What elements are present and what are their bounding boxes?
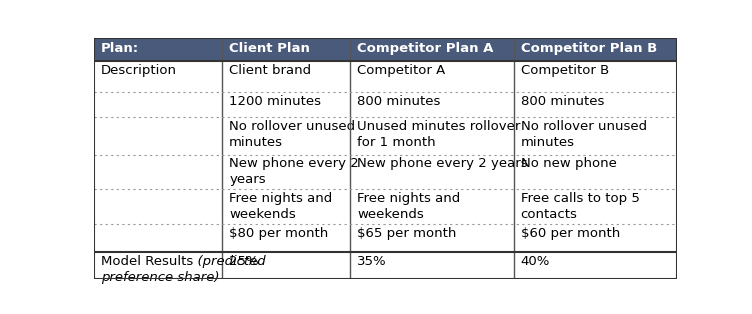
- Text: $65 per month: $65 per month: [357, 227, 456, 240]
- Text: Free nights and
weekends: Free nights and weekends: [229, 192, 332, 221]
- Text: Plan:: Plan:: [101, 42, 139, 55]
- Text: Free nights and
weekends: Free nights and weekends: [357, 192, 461, 221]
- Text: New phone every 2
years: New phone every 2 years: [229, 157, 359, 187]
- Text: Model Results: Model Results: [101, 255, 198, 268]
- Text: Model Results (predicted
preference share): Model Results (predicted preference shar…: [101, 255, 265, 284]
- Text: No rollover unused
minutes: No rollover unused minutes: [229, 120, 356, 149]
- Text: Client brand: Client brand: [229, 63, 311, 77]
- Text: Unused minutes rollover
for 1 month: Unused minutes rollover for 1 month: [357, 120, 521, 149]
- Text: Competitor Plan A: Competitor Plan A: [357, 42, 494, 55]
- Bar: [94, 38, 677, 61]
- Text: 40%: 40%: [520, 255, 550, 268]
- Text: No rollover unused
minutes: No rollover unused minutes: [520, 120, 647, 149]
- Text: 25%: 25%: [229, 255, 259, 268]
- Text: Competitor A: Competitor A: [357, 63, 446, 77]
- Text: $60 per month: $60 per month: [520, 227, 620, 240]
- Text: Free calls to top 5
contacts: Free calls to top 5 contacts: [520, 192, 639, 221]
- Text: 1200 minutes: 1200 minutes: [229, 95, 321, 108]
- Text: Description: Description: [101, 63, 177, 77]
- Text: New phone every 2 years: New phone every 2 years: [357, 157, 528, 171]
- Text: No new phone: No new phone: [520, 157, 617, 171]
- Text: Competitor Plan B: Competitor Plan B: [520, 42, 656, 55]
- Text: Client Plan: Client Plan: [229, 42, 310, 55]
- Text: 800 minutes: 800 minutes: [357, 95, 441, 108]
- Text: $80 per month: $80 per month: [229, 227, 329, 240]
- Text: 800 minutes: 800 minutes: [520, 95, 604, 108]
- Text: Competitor B: Competitor B: [520, 63, 609, 77]
- Text: Model Results: Model Results: [101, 255, 198, 268]
- Text: 35%: 35%: [357, 255, 387, 268]
